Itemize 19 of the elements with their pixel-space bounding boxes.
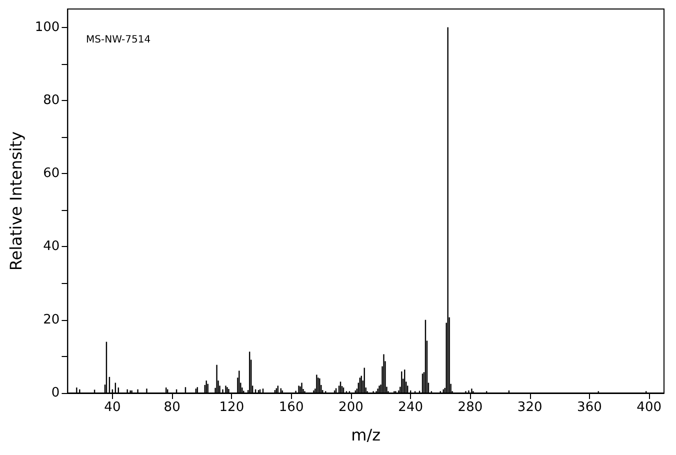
x-tick-label: 280 — [458, 400, 483, 415]
x-tick-label: 240 — [398, 400, 423, 415]
y-tick-label: 0 — [51, 386, 60, 400]
y-tick-label: 60 — [43, 166, 60, 182]
x-tick-label: 320 — [517, 400, 542, 415]
x-tick-label: 40 — [104, 400, 121, 415]
y-axis-title: Relative Intensity — [6, 131, 26, 271]
x-tick-label: 360 — [577, 400, 602, 415]
x-tick-label: 80 — [164, 400, 180, 415]
x-axis-title: m/z — [351, 426, 381, 444]
annotation: MS-NW-7514 — [86, 34, 151, 46]
x-tick-label: 120 — [219, 400, 244, 415]
x-tick-label: 400 — [636, 400, 662, 415]
y-tick-label: 40 — [43, 239, 60, 254]
y-tick-label: 80 — [43, 92, 60, 108]
x-tick-label: 200 — [338, 400, 364, 415]
y-tick-label: 100 — [34, 20, 60, 35]
y-tick-label: 20 — [43, 312, 60, 328]
x-tick-label: 160 — [278, 400, 304, 415]
